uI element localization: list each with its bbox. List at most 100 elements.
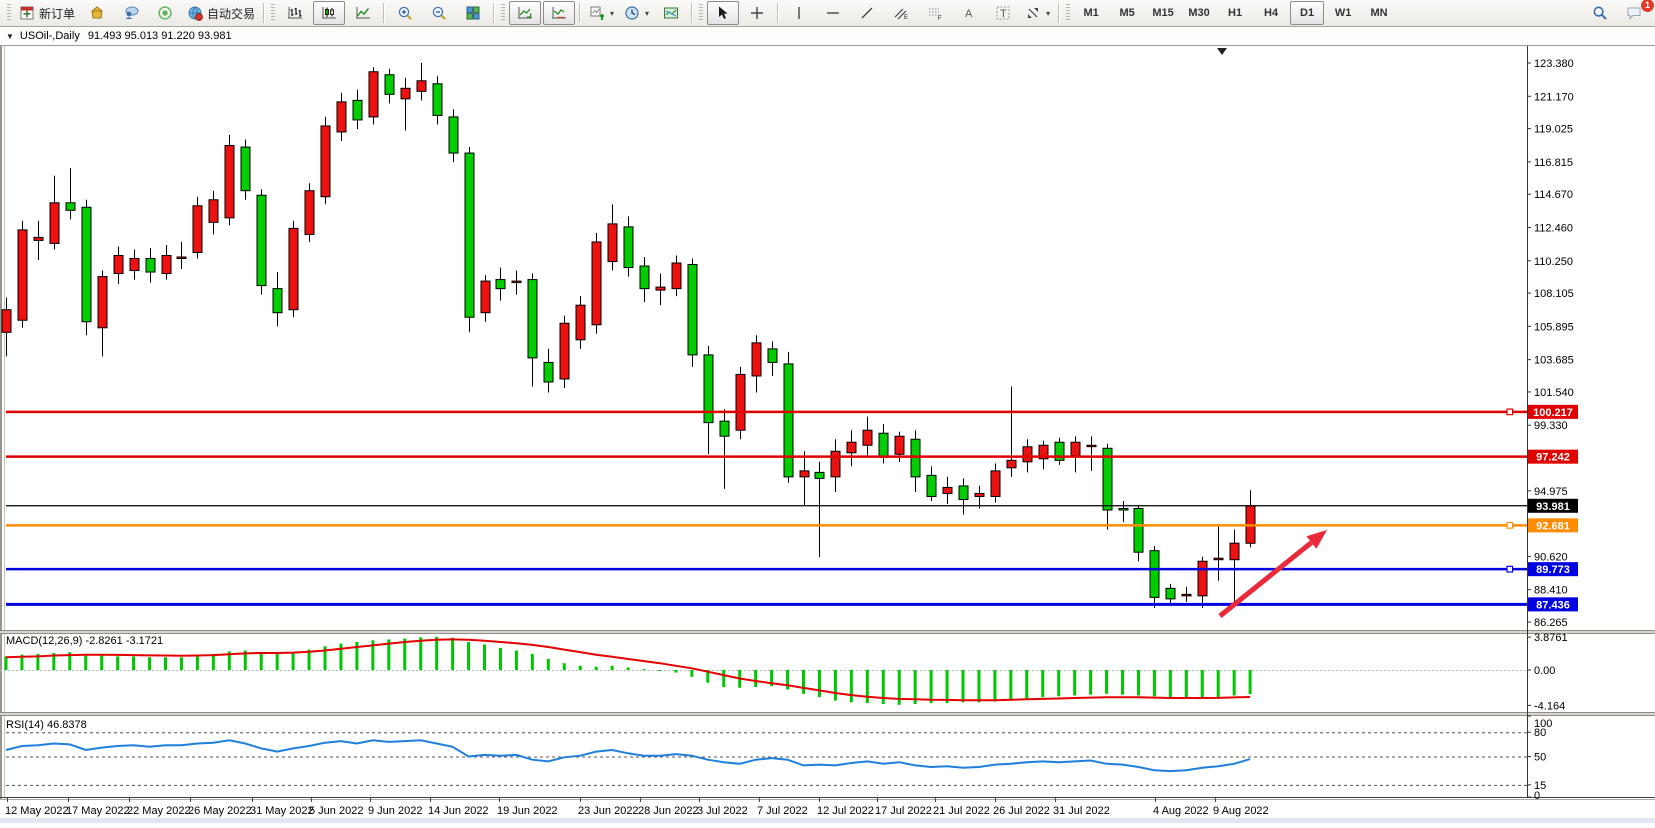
indicator-window2-button[interactable] <box>543 1 576 25</box>
toolbar-grip[interactable] <box>699 4 704 22</box>
accounts-button[interactable] <box>115 1 147 25</box>
svg-text:E: E <box>904 15 908 21</box>
candle-body <box>480 280 491 314</box>
candle-body <box>1070 441 1081 457</box>
macd-histogram-bar <box>307 649 311 670</box>
collapse-triangle-icon[interactable]: ▼ <box>6 31 14 41</box>
bar-chart-button[interactable] <box>279 1 311 25</box>
horizontal-line-button[interactable] <box>817 1 849 25</box>
candles-layer <box>1 63 1256 608</box>
chart-area[interactable]: MACD(12,26,9) -2.8261 -3.1721 RSI(14) 46.… <box>0 46 1655 823</box>
zoom-out-button[interactable] <box>423 1 455 25</box>
line-handle[interactable] <box>1506 521 1514 529</box>
macd-histogram-bar <box>371 640 375 670</box>
macd-histogram-bar <box>275 653 279 670</box>
templates-button[interactable] <box>655 1 687 25</box>
text-label-button[interactable]: T <box>987 1 1019 25</box>
indicator-window-button[interactable] <box>509 1 542 25</box>
vertical-line-button[interactable] <box>783 1 815 25</box>
candle-body <box>814 471 825 479</box>
macd-histogram-bar <box>451 637 455 670</box>
signals-button[interactable] <box>149 1 181 25</box>
candle-body <box>527 279 538 359</box>
candle-body <box>495 279 506 290</box>
market-watch-button[interactable] <box>81 1 113 25</box>
arrows-button[interactable]: ▾ <box>1021 1 1054 25</box>
search-button[interactable] <box>1584 1 1616 25</box>
candle-body <box>464 152 475 318</box>
candle-body <box>161 254 172 275</box>
text-button[interactable]: A <box>953 1 985 25</box>
fibonacci-icon: F <box>929 8 942 21</box>
time-label: 23 Jun 2022 <box>578 805 639 817</box>
line-handle[interactable] <box>1506 565 1514 573</box>
macd-histogram-bar <box>530 653 534 670</box>
tile-windows-button[interactable] <box>457 1 489 25</box>
trend-arrow-shaft[interactable] <box>1218 540 1313 618</box>
toolbar-grip[interactable] <box>271 4 276 22</box>
line-chart-button[interactable] <box>347 1 379 25</box>
timeframe-button-w1[interactable]: W1 <box>1334 7 1352 19</box>
channel-button[interactable]: E <box>885 1 917 25</box>
time-label: 12 May 2022 <box>5 805 69 817</box>
crosshair-button[interactable] <box>741 1 773 25</box>
candle-body <box>49 202 60 244</box>
timeframe-button-d1[interactable]: D1 <box>1290 1 1325 25</box>
toolbar: 新订单 自动交易 <box>0 0 1655 27</box>
toolbar-grip[interactable] <box>501 4 506 22</box>
trendline-button[interactable] <box>851 1 883 25</box>
time-label: 31 Jul 2022 <box>1053 805 1110 817</box>
candle-body <box>1133 508 1144 553</box>
time-label: 9 Aug 2022 <box>1213 805 1269 817</box>
pane-separator[interactable] <box>0 630 1655 634</box>
macd-histogram-bar <box>626 667 630 670</box>
line-handle[interactable] <box>1506 408 1514 416</box>
rsi-line <box>5 739 1251 773</box>
toolbar-grip[interactable] <box>1066 4 1071 22</box>
rsi-pane: RSI(14) 46.8378 <box>5 719 1527 786</box>
macd-histogram-bar <box>1184 670 1188 699</box>
chart-title-bar[interactable]: ▼ USOil-,Daily 91.493 95.013 91.220 93.9… <box>0 27 1655 46</box>
timeframe-button-m5[interactable]: M5 <box>1119 7 1135 19</box>
macd-histogram-bar <box>1089 670 1093 695</box>
macd-histogram-bar <box>1073 670 1077 696</box>
period-button[interactable]: ▾ <box>620 1 653 25</box>
timeframe-button-mn[interactable]: MN <box>1370 7 1388 19</box>
timeframe-button-m30[interactable]: M30 <box>1188 7 1210 19</box>
price-chart[interactable]: MACD(12,26,9) -2.8261 -3.1721 RSI(14) 46.… <box>0 46 1655 823</box>
pane-separator[interactable] <box>0 712 1655 716</box>
trend-arrow-head[interactable] <box>1306 530 1327 549</box>
price-tick-label: 99.330 <box>1534 420 1568 432</box>
add-indicator-button[interactable]: ▾ <box>585 1 618 25</box>
new-order-button[interactable]: 新订单 <box>15 1 79 25</box>
toolbar-grip[interactable] <box>7 4 11 22</box>
candle-body <box>1197 560 1208 597</box>
chat-button[interactable]: 1 <box>1618 0 1655 25</box>
time-label: 9 Jun 2022 <box>368 805 422 817</box>
candle-chart-button[interactable] <box>313 1 346 25</box>
candle-body <box>129 257 140 272</box>
chart-shift-marker[interactable] <box>1217 48 1227 55</box>
candle-body <box>974 492 985 497</box>
time-label: 22 May 2022 <box>127 805 191 817</box>
cursor-button[interactable] <box>707 1 740 25</box>
zoom-in-button[interactable] <box>389 1 421 25</box>
macd-histogram-bar <box>929 670 933 704</box>
autotrade-button[interactable]: 自动交易 <box>183 1 259 25</box>
time-label: 5 Jun 2022 <box>309 805 363 817</box>
indicator-window2-icon <box>552 7 567 19</box>
candle-body <box>384 74 395 95</box>
crosshair-icon <box>751 7 764 19</box>
timeframe-button-m1[interactable]: M1 <box>1083 7 1099 19</box>
price-tick-label: 90.620 <box>1534 551 1568 563</box>
timeframe-button-m15[interactable]: M15 <box>1152 7 1174 19</box>
search-icon <box>1593 6 1607 20</box>
price-axis[interactable]: 123.380 121.170 119.025 116.815 114.670 112.4… <box>1527 46 1578 802</box>
timeframe-button-h4[interactable]: H4 <box>1264 7 1279 19</box>
line-chart-icon <box>356 7 371 19</box>
price-badge <box>1528 597 1578 612</box>
time-label: 26 Jul 2022 <box>993 805 1050 817</box>
fibonacci-button[interactable]: F <box>919 1 951 25</box>
timeframe-button-h1[interactable]: H1 <box>1228 7 1243 19</box>
